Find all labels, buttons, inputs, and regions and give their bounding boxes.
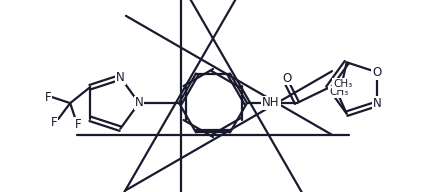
- Text: N: N: [135, 97, 143, 109]
- Text: O: O: [372, 66, 381, 79]
- Text: N: N: [373, 97, 381, 110]
- Text: N: N: [116, 71, 125, 84]
- Text: O: O: [282, 71, 292, 84]
- Text: CH₃: CH₃: [333, 79, 352, 89]
- Text: F: F: [75, 118, 81, 131]
- Text: NH: NH: [262, 97, 280, 109]
- Text: F: F: [51, 116, 57, 129]
- Text: F: F: [45, 91, 51, 104]
- Text: CH₃: CH₃: [329, 87, 348, 97]
